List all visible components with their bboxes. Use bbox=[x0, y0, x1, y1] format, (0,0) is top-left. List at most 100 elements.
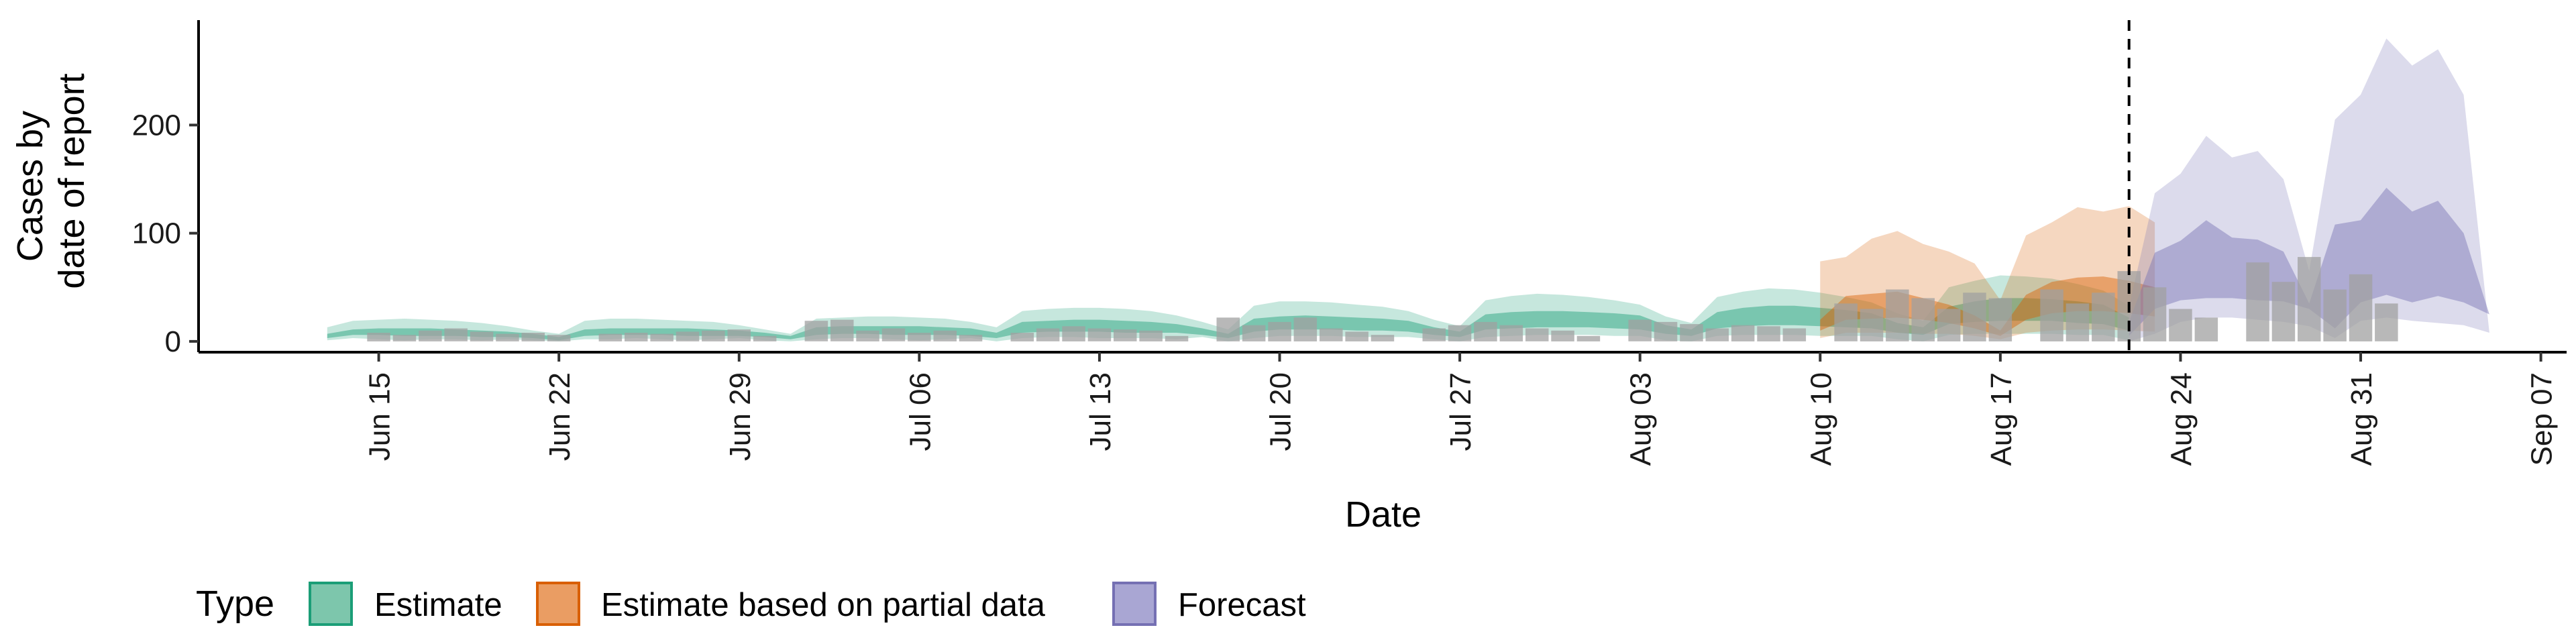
x-axis-title: Date bbox=[1345, 494, 1421, 535]
band-outer-estimate bbox=[327, 275, 2129, 341]
case-bar bbox=[1628, 319, 1652, 341]
case-bar bbox=[2169, 309, 2192, 341]
case-bar bbox=[856, 330, 879, 341]
case-bar bbox=[444, 328, 468, 341]
case-bar bbox=[1062, 326, 1085, 341]
legend-title: Type bbox=[196, 584, 274, 624]
x-tick-label: Jun 29 bbox=[724, 372, 757, 461]
legend-label-partial: Estimate based on partial data bbox=[601, 587, 1046, 623]
x-tick-label: Aug 31 bbox=[2345, 372, 2378, 466]
case-bar bbox=[1268, 321, 1291, 341]
case-bar bbox=[1525, 328, 1549, 341]
band-outer-forecast bbox=[2129, 38, 2489, 341]
case-bar bbox=[1731, 325, 1755, 341]
y-axis-title: Cases by date of report bbox=[10, 73, 92, 288]
legend-label-forecast: Forecast bbox=[1178, 587, 1306, 623]
case-bar bbox=[2246, 262, 2269, 341]
case-bar bbox=[2375, 303, 2398, 341]
y-tick-label: 200 bbox=[132, 109, 181, 142]
case-bar bbox=[521, 333, 545, 341]
case-bar bbox=[1293, 317, 1318, 341]
case-bar bbox=[1680, 324, 1703, 341]
case-bar bbox=[933, 330, 957, 341]
case-bar bbox=[2065, 303, 2090, 341]
case-bar bbox=[676, 331, 700, 341]
case-bar bbox=[392, 335, 417, 341]
legend-key-forecast bbox=[1112, 582, 1157, 626]
case-bar bbox=[727, 329, 751, 341]
case-bar bbox=[496, 333, 519, 341]
band-inner-partial bbox=[1820, 276, 2155, 336]
case-bar bbox=[1551, 330, 1574, 341]
band-inner-forecast bbox=[2129, 187, 2489, 336]
case-bar bbox=[1165, 335, 1189, 341]
case-bar bbox=[1114, 329, 1137, 341]
case-bar bbox=[1654, 321, 1678, 341]
case-bar bbox=[2092, 292, 2115, 341]
x-tick-label: Jul 13 bbox=[1084, 372, 1117, 451]
case-bar bbox=[1474, 321, 1497, 341]
axes-layer: 0 100 200 Jun 15 Jun 22 Jun 29 Jul 06 Jul 13 Jul… bbox=[132, 20, 2567, 466]
x-tick-label: Jul 27 bbox=[1444, 372, 1477, 451]
case-bar bbox=[2194, 317, 2218, 341]
case-bar bbox=[598, 333, 623, 341]
case-bar bbox=[959, 335, 983, 341]
case-bar bbox=[804, 321, 828, 341]
case-bar bbox=[2349, 274, 2373, 341]
case-bar bbox=[753, 335, 777, 341]
case-bar bbox=[1499, 325, 1523, 341]
case-bar bbox=[2271, 282, 2296, 341]
legend-key-estimate bbox=[309, 582, 353, 626]
case-bar bbox=[908, 333, 931, 341]
case-bar bbox=[1216, 317, 1240, 341]
case-bar bbox=[2143, 287, 2167, 341]
x-tick-label: Aug 03 bbox=[1625, 372, 1658, 466]
case-bar bbox=[1345, 331, 1368, 341]
case-bar bbox=[470, 331, 494, 341]
case-bar bbox=[1963, 292, 1986, 341]
case-bar bbox=[1242, 325, 1266, 341]
y-axis-title-line-2: date of report bbox=[52, 73, 92, 288]
case-bar bbox=[1576, 335, 1601, 341]
case-bar bbox=[1320, 328, 1343, 341]
band-inner-estimate bbox=[327, 298, 2129, 341]
x-tick-label: Jul 06 bbox=[904, 372, 936, 451]
case-bar bbox=[2040, 289, 2063, 341]
case-bar bbox=[625, 333, 648, 341]
case-bar bbox=[1087, 328, 1112, 341]
bars-layer bbox=[367, 257, 2398, 341]
y-tick-label: 100 bbox=[132, 217, 181, 250]
x-tick-label: Jun 15 bbox=[364, 372, 396, 461]
case-bar bbox=[1782, 328, 1807, 341]
x-tick-label: Aug 10 bbox=[1805, 372, 1837, 466]
x-tick-label: Aug 17 bbox=[1985, 372, 2018, 466]
x-tick-label: Aug 24 bbox=[2165, 372, 2198, 466]
case-bar bbox=[367, 333, 390, 341]
case-bar bbox=[650, 333, 674, 341]
case-bar bbox=[1371, 335, 1395, 341]
x-tick-label: Jul 20 bbox=[1265, 372, 1297, 451]
labels-layer: Date Cases by date of report bbox=[10, 73, 1421, 535]
case-bar bbox=[1911, 298, 1935, 341]
case-bar bbox=[1448, 325, 1472, 341]
case-bar bbox=[1036, 328, 1060, 341]
case-bar bbox=[1886, 289, 1909, 341]
y-axis-title-line-1: Cases by bbox=[10, 111, 50, 262]
case-bar bbox=[2323, 289, 2347, 341]
case-bar bbox=[419, 330, 442, 341]
case-bar bbox=[1422, 328, 1446, 341]
case-bar bbox=[1010, 333, 1034, 341]
legend-key-partial bbox=[536, 582, 580, 626]
case-bar bbox=[1834, 303, 1858, 341]
case-bar bbox=[1860, 309, 1884, 341]
y-tick-label: 0 bbox=[165, 325, 181, 358]
case-bar bbox=[2298, 257, 2321, 341]
case-bar bbox=[881, 328, 906, 341]
case-bar bbox=[547, 335, 571, 341]
case-bar bbox=[702, 330, 725, 341]
case-bar bbox=[1705, 328, 1729, 341]
case-bar bbox=[1988, 298, 2012, 341]
case-bar bbox=[1757, 326, 1780, 341]
